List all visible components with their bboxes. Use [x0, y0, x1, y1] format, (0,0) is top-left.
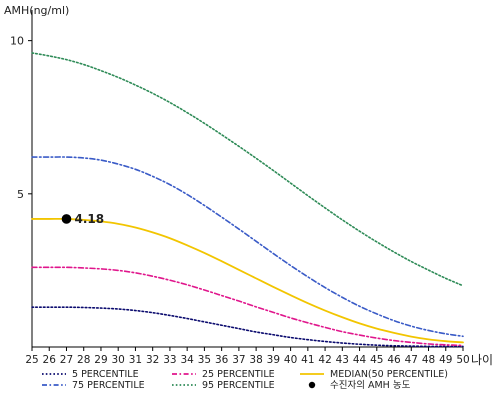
x-tick-label: 25 — [25, 354, 38, 366]
x-tick-label: 43 — [336, 354, 349, 366]
x-tick-label: 44 — [353, 354, 367, 366]
legend-label-4: 75 PERCENTILE — [72, 380, 145, 391]
x-tick-label: 26 — [43, 354, 57, 366]
legend: 5 PERCENTILE 25 PERCENTILE MEDIAN(50 PERCE… — [42, 369, 448, 391]
legend-label-6: 수진자의 AMH 농도 — [330, 380, 411, 391]
x-tick-label: 38 — [249, 354, 262, 366]
marker-layer: 4.18 — [61, 212, 104, 226]
x-tick-label: 28 — [77, 354, 90, 366]
x-tick-label: 33 — [163, 354, 176, 366]
x-tick-label: 39 — [267, 354, 280, 366]
series-line-1 — [31, 306, 464, 348]
patient-amh-marker — [61, 214, 72, 224]
x-tick-label: 29 — [94, 354, 107, 366]
x-tick-label: 30 — [112, 354, 125, 366]
y-tick-label: 10 — [10, 35, 24, 48]
series-line-2 — [31, 266, 464, 347]
series-line-4 — [31, 156, 464, 338]
legend-label-5: 95 PERCENTILE — [202, 380, 275, 391]
x-tick-label: 36 — [215, 354, 229, 366]
legend-label-1: 5 PERCENTILE — [72, 369, 139, 380]
y-tick-label: 5 — [17, 188, 24, 201]
x-tick-label: 45 — [370, 354, 383, 366]
x-tick-label: 31 — [129, 354, 142, 366]
x-tick-label: 27 — [60, 354, 73, 366]
x-tick-label: 49 — [439, 354, 452, 366]
series-line-3 — [31, 217, 464, 344]
legend-swatch-marker — [308, 381, 316, 389]
series-layer — [31, 52, 464, 348]
x-tick-label: 32 — [146, 354, 159, 366]
x-tick-label: 37 — [232, 354, 245, 366]
x-tick-label: 42 — [318, 354, 331, 366]
x-axis-label: 나이 — [471, 353, 493, 367]
legend-label-2: 25 PERCENTILE — [202, 369, 275, 380]
x-tick-label: 48 — [422, 354, 435, 366]
axes: 5 10 25 26 27 28 29 30 31 32 33 34 35 36 37 38 39 40 41 42 4… — [10, 10, 470, 366]
x-tick-label: 35 — [198, 354, 211, 366]
x-tick-label: 47 — [405, 354, 418, 366]
x-tick-label: 46 — [387, 354, 401, 366]
y-axis-label: AMH(ng/ml) — [4, 4, 69, 17]
x-tick-label: 34 — [180, 354, 194, 366]
patient-amh-value-label: 4.18 — [74, 212, 104, 226]
series-line-5 — [31, 52, 464, 287]
x-tick-label: 50 — [456, 354, 469, 366]
x-tick-label: 40 — [284, 354, 297, 366]
x-tick-label: 41 — [301, 354, 314, 366]
legend-label-3: MEDIAN(50 PERCENTILE) — [330, 369, 448, 380]
